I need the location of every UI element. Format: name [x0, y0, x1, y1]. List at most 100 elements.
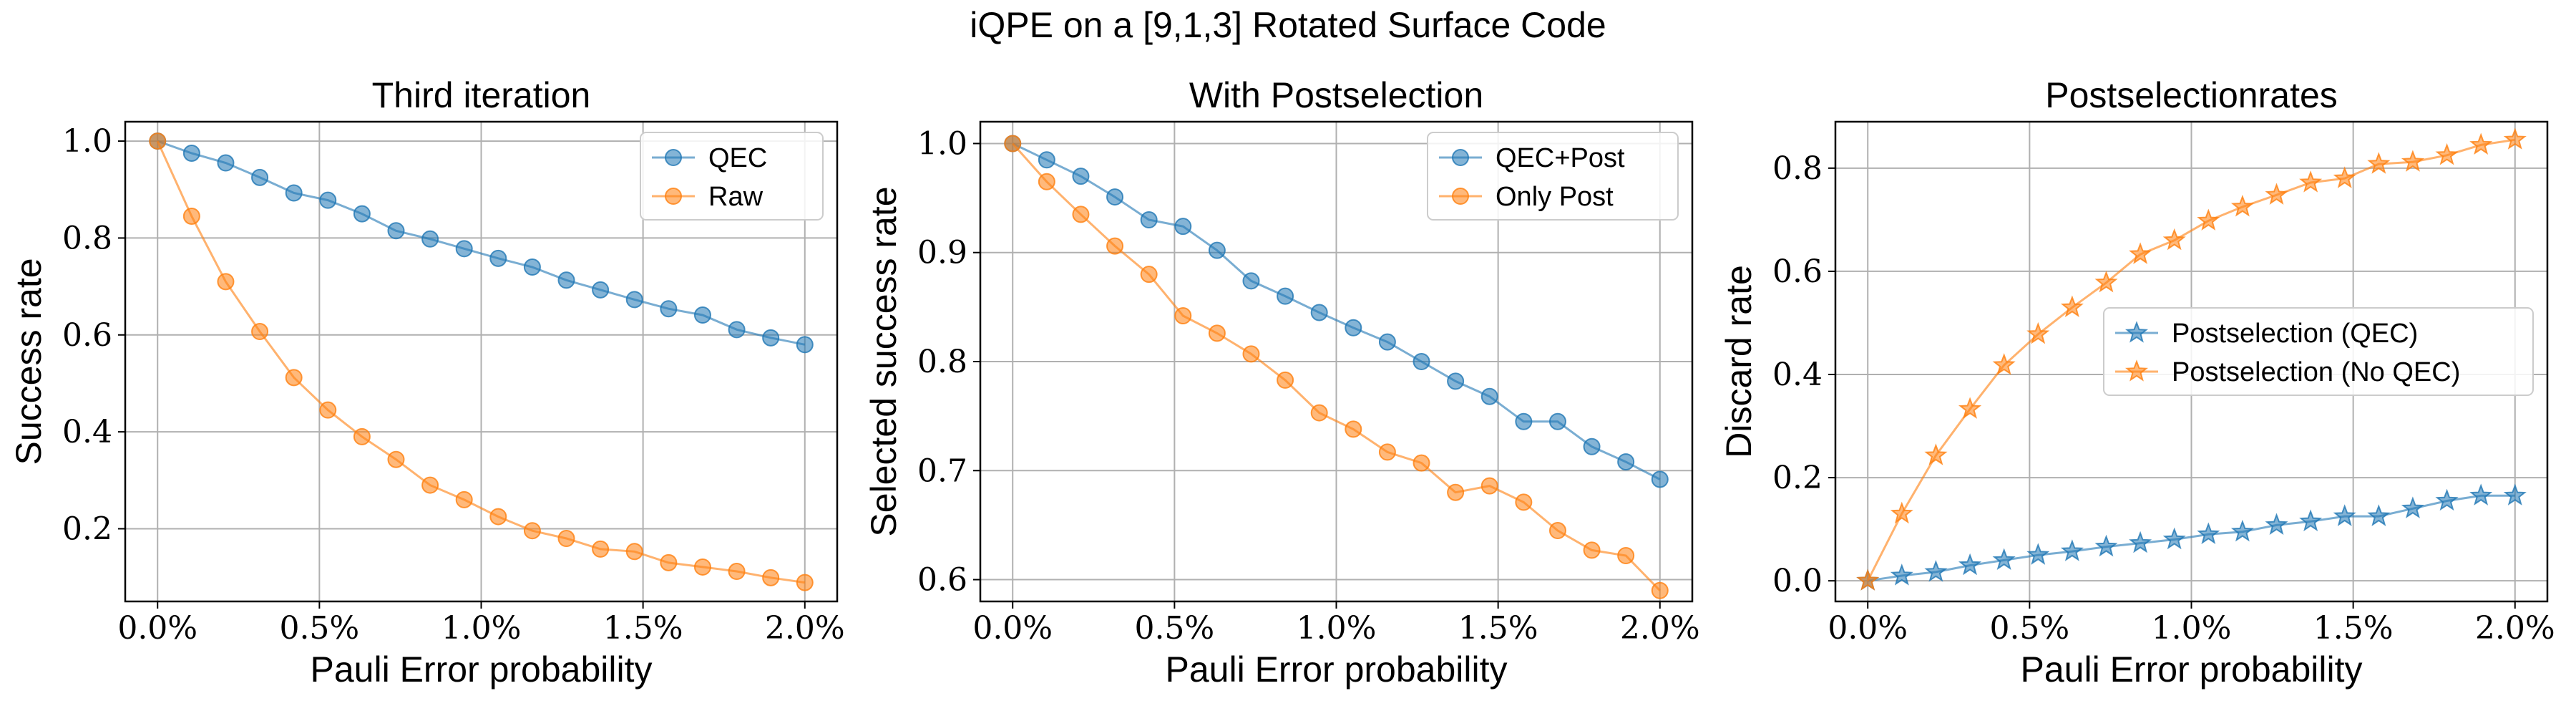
- x-tick-label: 1.0%: [441, 610, 522, 647]
- data-point: [2230, 195, 2254, 217]
- data-point: [1651, 470, 1669, 488]
- data-point: [217, 273, 235, 291]
- data-point: [762, 329, 780, 347]
- data-point: [728, 563, 746, 581]
- data-point: [1242, 272, 1260, 290]
- data-point: [251, 323, 269, 341]
- data-point: [1583, 437, 1601, 455]
- x-axis-label: Pauli Error probability: [2021, 649, 2363, 690]
- data-point: [1106, 188, 1124, 206]
- x-tick-label: 2.0%: [1620, 610, 1700, 647]
- panel-title: With Postselection: [1189, 75, 1483, 115]
- chart-panel-2: 0.0% 0.5% 1.0% 1.5% 2.0% 0.6 0.7 0.8 0.9 1.0 With …: [864, 75, 1700, 690]
- x-tick-label: 1.0%: [2152, 610, 2232, 647]
- data-point: [2299, 170, 2323, 193]
- x-tick-label: 0.5%: [279, 610, 359, 647]
- y-tick-label: 1.0: [62, 123, 112, 160]
- y-tick-label: 0.4: [62, 414, 112, 450]
- legend-label: Raw: [708, 182, 763, 212]
- y-tick-label: 0.6: [1772, 253, 1823, 290]
- data-point: [1378, 443, 1396, 461]
- panel-title: Postselectionrates: [2045, 75, 2338, 115]
- data-point: [1447, 483, 1465, 501]
- legend-marker: [665, 188, 682, 205]
- legend-box: [1427, 132, 1679, 221]
- data-point: [421, 476, 439, 494]
- data-point: [693, 558, 711, 576]
- data-point: [2129, 242, 2152, 264]
- legend-label: QEC+Post: [1496, 143, 1625, 173]
- data-point: [592, 540, 610, 558]
- data-point: [1072, 168, 1090, 185]
- data-point: [182, 144, 200, 162]
- legend-box: [2103, 307, 2534, 396]
- data-point: [2060, 295, 2084, 318]
- data-point: [523, 522, 541, 540]
- data-point: [2265, 513, 2288, 535]
- legend-marker: [665, 149, 682, 166]
- data-point: [387, 450, 405, 468]
- data-point: [1480, 387, 1498, 405]
- data-point: [1004, 135, 1022, 153]
- data-point: [1413, 353, 1430, 370]
- y-tick-label: 0.4: [1772, 357, 1823, 393]
- x-tick-label: 0.0%: [1828, 610, 1908, 647]
- data-point: [285, 184, 303, 202]
- x-axis-label: Pauli Error probability: [1166, 649, 1508, 690]
- data-point: [2469, 483, 2493, 505]
- x-tick-label: 1.0%: [1297, 610, 1377, 647]
- data-point: [1890, 563, 1913, 586]
- data-point: [2230, 519, 2254, 542]
- y-tick-label: 0.7: [917, 453, 967, 489]
- data-point: [1890, 501, 1913, 524]
- y-tick-label: 0.8: [917, 344, 967, 380]
- data-point: [557, 271, 575, 289]
- data-point: [217, 154, 235, 172]
- data-point: [557, 530, 575, 548]
- data-point: [796, 336, 814, 354]
- chart-panel-3: 0.0% 0.5% 1.0% 1.5% 2.0% 0.0 0.2 0.4 0.6 0.8 Posts…: [1719, 75, 2555, 690]
- data-point: [1958, 397, 1982, 419]
- data-point: [1140, 211, 1158, 229]
- data-point: [728, 321, 746, 339]
- legend-marker: [2124, 359, 2149, 382]
- data-point: [2060, 539, 2084, 561]
- data-point: [1277, 371, 1294, 389]
- data-point: [1515, 412, 1533, 430]
- data-point: [2435, 488, 2459, 511]
- data-point: [455, 240, 473, 258]
- data-point: [1242, 345, 1260, 363]
- data-point: [2162, 527, 2186, 550]
- data-point: [1548, 412, 1566, 430]
- data-point: [2333, 504, 2356, 526]
- data-point: [2401, 150, 2425, 172]
- y-tick-label: 0.2: [1772, 460, 1823, 496]
- data-point: [2367, 504, 2391, 526]
- data-point: [762, 569, 780, 586]
- data-point: [387, 222, 405, 240]
- legend-marker: [1452, 188, 1469, 205]
- data-point: [1413, 454, 1430, 472]
- x-tick-label: 0.5%: [1134, 610, 1214, 647]
- figure-suptitle: iQPE on a [9,1,3] Rotated Surface Code: [970, 5, 1606, 45]
- legend: QEC Raw: [640, 132, 824, 221]
- y-tick-label: 0.8: [62, 220, 112, 256]
- y-axis-label: Success rate: [9, 258, 49, 465]
- data-point: [251, 168, 269, 186]
- data-point: [2299, 509, 2323, 532]
- data-point: [660, 300, 678, 318]
- data-point: [1038, 151, 1055, 169]
- data-point: [1174, 218, 1192, 236]
- data-point: [2162, 228, 2186, 251]
- data-point: [1447, 372, 1465, 390]
- y-tick-label: 0.6: [62, 317, 112, 354]
- legend: QEC+Post Only Post: [1427, 132, 1679, 221]
- data-point: [1310, 304, 1328, 321]
- data-point: [1651, 581, 1669, 599]
- data-point: [1310, 404, 1328, 422]
- x-tick-label: 1.5%: [1458, 610, 1538, 647]
- data-point: [319, 401, 337, 419]
- data-point: [2435, 142, 2459, 165]
- data-point: [2367, 152, 2391, 174]
